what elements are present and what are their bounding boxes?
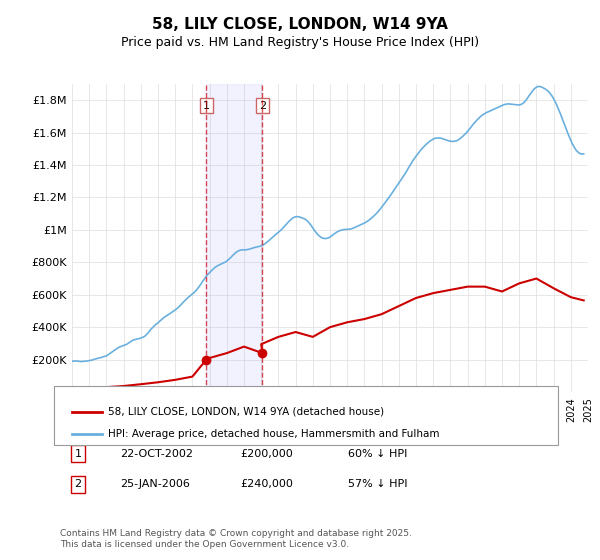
Text: 25-JAN-2006: 25-JAN-2006 [120,479,190,489]
Bar [206,84,262,392]
Text: £200,000: £200,000 [240,449,293,459]
Text: 60% ↓ HPI: 60% ↓ HPI [348,449,407,459]
Text: HPI: Average price, detached house, Hammersmith and Fulham: HPI: Average price, detached house, Hamm… [108,429,439,439]
Text: HPI: Average price, detached house, Hammersmith and Fulham: HPI: Average price, detached house, Hamm… [108,429,439,439]
Text: 22-OCT-2002: 22-OCT-2002 [120,449,193,459]
Text: 1: 1 [74,449,82,459]
Text: 58, LILY CLOSE, LONDON, W14 9YA (detached house): 58, LILY CLOSE, LONDON, W14 9YA (detache… [108,407,384,417]
Text: 58, LILY CLOSE, LONDON, W14 9YA (detached house): 58, LILY CLOSE, LONDON, W14 9YA (detache… [108,407,384,417]
Text: 57% ↓ HPI: 57% ↓ HPI [348,479,407,489]
Text: 58, LILY CLOSE, LONDON, W14 9YA: 58, LILY CLOSE, LONDON, W14 9YA [152,17,448,32]
Text: Price paid vs. HM Land Registry's House Price Index (HPI): Price paid vs. HM Land Registry's House … [121,36,479,49]
Text: 2: 2 [74,479,82,489]
Text: £240,000: £240,000 [240,479,293,489]
Text: 1: 1 [203,101,210,110]
Text: 2: 2 [259,101,266,110]
Text: Contains HM Land Registry data © Crown copyright and database right 2025.
This d: Contains HM Land Registry data © Crown c… [60,529,412,549]
